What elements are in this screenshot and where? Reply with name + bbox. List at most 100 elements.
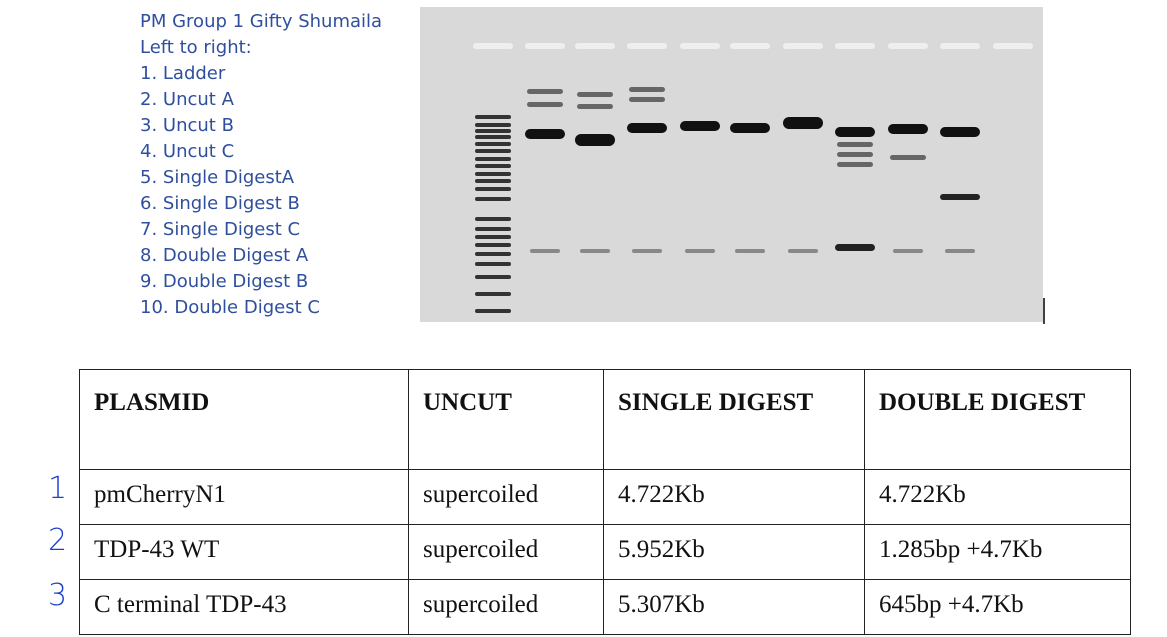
gel-band	[527, 89, 563, 94]
gel-band	[525, 43, 565, 49]
gel-band	[890, 155, 926, 160]
gel-band	[627, 43, 667, 49]
gel-band	[577, 92, 613, 97]
gel-band	[475, 262, 511, 266]
table-cell: 1.285bp +4.7Kb	[864, 524, 1131, 580]
table-row: TDP-43 WT supercoiled 5.952Kb 1.285bp +4.7K…	[79, 524, 1131, 580]
table-cell: 5.952Kb	[603, 524, 865, 580]
gel-band	[835, 244, 875, 251]
gel-band	[475, 275, 511, 279]
table-row: pmCherryN1 supercoiled 4.722Kb 4.722Kb	[79, 469, 1131, 525]
gel-band	[475, 217, 511, 221]
gel-band	[735, 249, 765, 253]
gel-band	[888, 124, 928, 134]
gel-band	[475, 164, 511, 168]
gel-band	[475, 115, 511, 119]
caption-line: 8. Double Digest A	[140, 245, 309, 266]
gel-band	[893, 249, 923, 253]
gel-band	[945, 249, 975, 253]
gel-band	[888, 43, 928, 49]
gel-band	[837, 142, 873, 147]
gel-band	[993, 43, 1033, 49]
header-cell: SINGLE DIGEST	[603, 369, 865, 470]
gel-band	[835, 127, 875, 137]
caption-line: 9. Double Digest B	[140, 271, 309, 292]
gel-band	[475, 197, 511, 201]
gel-band	[680, 121, 720, 131]
gel-band	[627, 123, 667, 133]
gel-band	[940, 43, 980, 49]
table-cell: C terminal TDP-43	[79, 579, 409, 635]
table-cell: 4.722Kb	[864, 469, 1131, 525]
gel-band	[475, 252, 511, 256]
caption-line: Left to right:	[140, 37, 252, 58]
row-number: 2	[48, 523, 68, 558]
gel-band	[525, 129, 565, 139]
gel-band	[788, 249, 818, 253]
gel-image	[420, 7, 1043, 322]
caption: PM Group 1 Gifty Shumaila Left to right: 1…	[140, 9, 382, 321]
table-cell: supercoiled	[408, 469, 604, 525]
gel-band	[629, 97, 665, 102]
gel-band	[475, 157, 511, 161]
gel-band	[475, 135, 511, 139]
gel-band	[940, 127, 980, 137]
gel-band	[835, 43, 875, 49]
caption-line: 5. Single DigestA	[140, 167, 295, 188]
gel-band	[680, 43, 720, 49]
table-cell: supercoiled	[408, 579, 604, 635]
gel-band	[530, 249, 560, 253]
gel-band	[475, 243, 511, 247]
gel-band	[527, 102, 563, 107]
gel-band	[475, 179, 511, 183]
gel-band	[632, 249, 662, 253]
gel-band	[475, 227, 511, 231]
caption-line: 4. Uncut C	[140, 141, 235, 162]
header-cell: DOUBLE DIGEST	[864, 369, 1131, 470]
gel-band	[685, 249, 715, 253]
gel-band	[575, 43, 615, 49]
gel-band	[580, 249, 610, 253]
gel-band	[837, 162, 873, 167]
gel-band	[730, 43, 770, 49]
gel-band	[475, 235, 511, 239]
gel-band	[475, 172, 511, 176]
gel-band	[475, 292, 511, 296]
gel-band	[475, 129, 511, 133]
table-cell: supercoiled	[408, 524, 604, 580]
gel-band	[475, 123, 511, 127]
header-cell: UNCUT	[408, 369, 604, 470]
gel-band	[629, 87, 665, 92]
row-number: 1	[48, 471, 68, 506]
header-cell: PLASMID	[79, 369, 409, 470]
table-row: C terminal TDP-43 supercoiled 5.307Kb 645bp…	[79, 579, 1131, 635]
gel-background	[420, 7, 1043, 322]
table-cell: 4.722Kb	[603, 469, 865, 525]
gel-band	[475, 142, 511, 146]
gel-band	[475, 149, 511, 153]
table-cell: TDP-43 WT	[79, 524, 409, 580]
gel-band	[783, 43, 823, 49]
gel-band	[577, 104, 613, 109]
table-cell: 5.307Kb	[603, 579, 865, 635]
results-table: PLASMID UNCUT SINGLE DIGEST DOUBLE DIGEST p…	[79, 369, 1131, 635]
caption-line: 3. Uncut B	[140, 115, 234, 136]
caption-line: 7. Single Digest C	[140, 219, 301, 240]
gel-band	[730, 123, 770, 133]
caption-line: 2. Uncut A	[140, 89, 234, 110]
row-number: 3	[48, 578, 68, 613]
caption-line: 1. Ladder	[140, 63, 226, 84]
caption-line: 10. Double Digest C	[140, 297, 320, 318]
table-cell: pmCherryN1	[79, 469, 409, 525]
gel-band	[475, 187, 511, 191]
caption-line: PM Group 1 Gifty Shumaila	[140, 11, 383, 32]
gel-band	[783, 117, 823, 129]
caption-line: 6. Single Digest B	[140, 193, 300, 214]
header-row: PLASMID UNCUT SINGLE DIGEST DOUBLE DIGEST	[79, 369, 1131, 470]
gel-band	[940, 194, 980, 200]
gel-band	[475, 309, 511, 313]
gel-band	[575, 134, 615, 146]
table-cell: 645bp +4.7Kb	[864, 579, 1131, 635]
gel-band	[473, 43, 513, 49]
